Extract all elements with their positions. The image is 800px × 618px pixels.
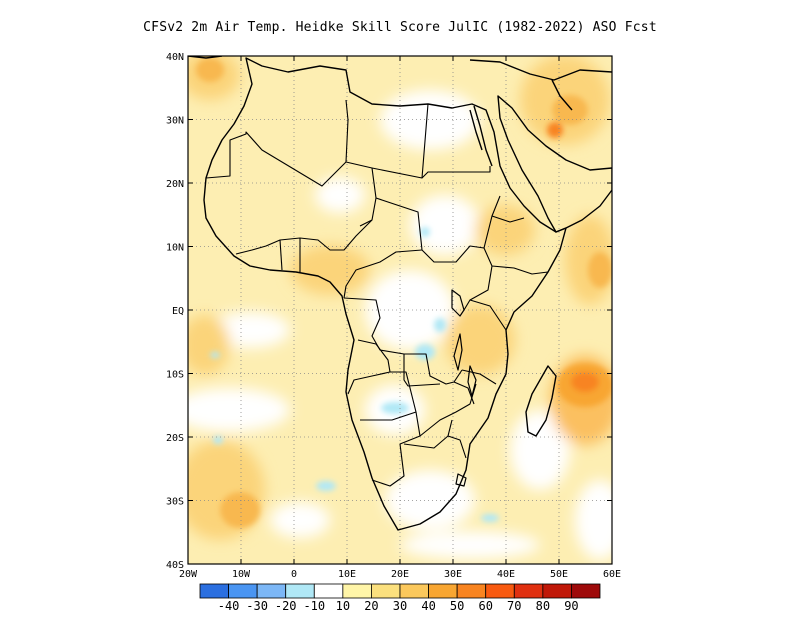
colorbar-labels: -40 -30 -20 -10 10 20 30 40 50 60 70 80 90 bbox=[218, 599, 579, 613]
x-tick-label: 20E bbox=[391, 569, 409, 580]
colorbar-swatch bbox=[399, 583, 429, 599]
colorbar-swatch bbox=[371, 583, 401, 599]
colorbar-label: 30 bbox=[393, 599, 407, 613]
x-tick-label: 0 bbox=[291, 569, 297, 580]
skill-field bbox=[188, 56, 612, 564]
colorbar-label: 50 bbox=[450, 599, 464, 613]
colorbar-label: 20 bbox=[364, 599, 378, 613]
y-tick-label: 10N bbox=[166, 243, 184, 254]
colorbar-label: -40 bbox=[218, 599, 240, 613]
colorbar-swatch bbox=[285, 583, 315, 599]
map-title: CFSv2 2m Air Temp. Heidke Skill Score Ju… bbox=[143, 20, 657, 35]
axis-ticks bbox=[187, 55, 613, 565]
country-borders bbox=[205, 99, 549, 487]
y-tick-label: 40S bbox=[166, 560, 184, 571]
x-tick-label: 20W bbox=[179, 569, 198, 580]
colorbar-label: 40 bbox=[421, 599, 435, 613]
x-tick-label: 10E bbox=[338, 569, 356, 580]
colorbar-label: 80 bbox=[536, 599, 550, 613]
colorbar bbox=[199, 583, 601, 599]
colorbar-swatch bbox=[313, 583, 344, 599]
x-tick-label: 60E bbox=[603, 569, 621, 580]
colorbar-swatch bbox=[256, 583, 287, 599]
y-tick-label: 10S bbox=[166, 370, 184, 381]
colorbar-label: 10 bbox=[336, 599, 350, 613]
latitude-labels: 40N 30N 20N 10N EQ 10S 20S 30S 40S bbox=[166, 52, 184, 571]
colorbar-label: -10 bbox=[303, 599, 325, 613]
y-tick-label: 30S bbox=[166, 497, 184, 508]
x-tick-label: 50E bbox=[550, 569, 568, 580]
colorbar-swatch bbox=[485, 583, 515, 599]
y-tick-label: 40N bbox=[166, 52, 184, 63]
x-tick-label: 30E bbox=[444, 569, 462, 580]
colorbar-swatch bbox=[571, 583, 601, 599]
x-tick-label: 40E bbox=[497, 569, 515, 580]
colorbar-swatch bbox=[542, 583, 572, 599]
colorbar-swatch bbox=[228, 583, 258, 599]
y-tick-label: 20N bbox=[166, 179, 184, 190]
longitude-labels: 20W 10W 0 10E 20E 30E 40E 50E 60E bbox=[179, 569, 621, 580]
colorbar-swatch bbox=[342, 583, 372, 599]
colorbar-label: 60 bbox=[478, 599, 492, 613]
colorbar-label: -30 bbox=[246, 599, 268, 613]
colorbar-label: -20 bbox=[275, 599, 297, 613]
colorbar-label: 70 bbox=[507, 599, 521, 613]
y-tick-label: EQ bbox=[172, 306, 184, 317]
colorbar-swatch bbox=[428, 583, 458, 599]
y-tick-label: 30N bbox=[166, 116, 184, 127]
colorbar-swatch bbox=[199, 583, 229, 599]
y-tick-label: 20S bbox=[166, 433, 184, 444]
colorbar-swatch bbox=[456, 583, 487, 599]
colorbar-label: 90 bbox=[564, 599, 578, 613]
colorbar-swatch bbox=[513, 583, 544, 599]
x-tick-label: 10W bbox=[232, 569, 251, 580]
